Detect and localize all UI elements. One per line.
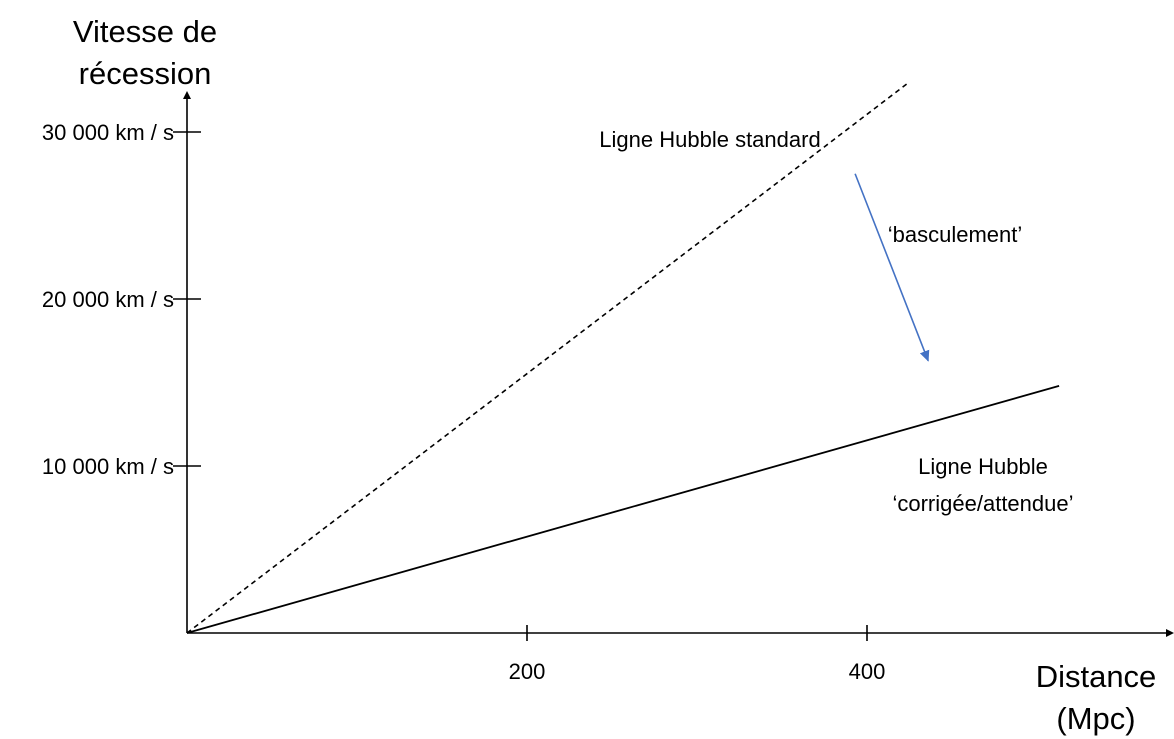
x-tick-label-200: 200 (509, 659, 546, 684)
x-axis-title-line-2: (Mpc) (1056, 701, 1135, 736)
series-line-corrigee (186, 384, 1060, 634)
x-tick-label-400: 400 (849, 659, 886, 684)
series-label-corrigee-line-1: Ligne Hubble (918, 454, 1048, 479)
series-line-standard (186, 81, 910, 634)
y-axis-title-line-2: récession (79, 56, 212, 91)
y-tick-label-30000: 30 000 km / s (42, 120, 174, 145)
series-label-corrigee-line-2: ‘corrigée/attendue’ (892, 491, 1073, 516)
y-tick-label-20000: 20 000 km / s (42, 287, 174, 312)
basculement-label: ‘basculement’ (888, 222, 1023, 247)
series-label-standard: Ligne Hubble standard (599, 127, 820, 152)
basculement-arrow (854, 173, 930, 362)
y-tick-label-10000: 10 000 km / s (42, 454, 174, 479)
x-axis-title-line-1: Distance (1036, 659, 1157, 694)
y-axis-title-line-1: Vitesse de (73, 14, 217, 49)
